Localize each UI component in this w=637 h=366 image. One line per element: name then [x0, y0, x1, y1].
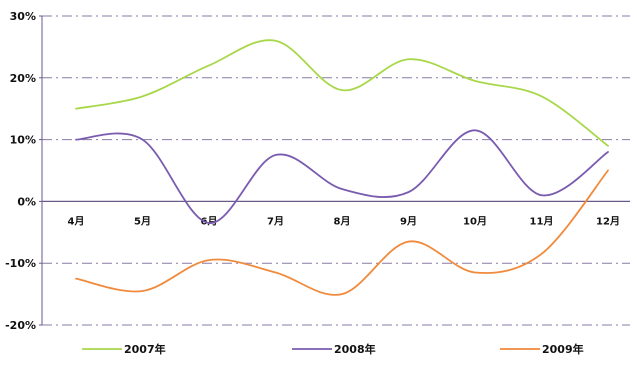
y-axis-tick-labels: 30% 20% 10% 0% -10% -20% — [5, 10, 36, 332]
y-tick-label: 10% — [10, 134, 36, 147]
series-line-2 — [75, 129, 609, 224]
y-tick-label: -20% — [5, 319, 36, 332]
x-tick-label: 8月 — [334, 215, 351, 227]
series-line-3 — [75, 169, 609, 296]
legend-item: 2007年 — [82, 342, 166, 356]
x-tick-label: 5月 — [134, 215, 151, 227]
x-tick-label: 11月 — [530, 215, 554, 227]
x-tick-label: 9月 — [400, 215, 417, 227]
legend: 2007年 2008年 2009年 — [82, 342, 584, 356]
x-tick-label: 6月 — [201, 215, 218, 227]
legend-label: 2008年 — [334, 342, 376, 356]
series-line-1 — [75, 39, 609, 147]
x-tick-label: 7月 — [267, 215, 284, 227]
legend-item: 2008年 — [292, 342, 376, 356]
grid-lines — [42, 15, 630, 326]
x-tick-label: 12月 — [596, 215, 620, 227]
legend-item: 2009年 — [500, 342, 584, 356]
y-tick-label: 0% — [17, 195, 36, 208]
legend-label: 2009年 — [542, 342, 584, 356]
y-tick-label: 30% — [10, 10, 36, 23]
x-tick-label: 10月 — [463, 215, 487, 227]
x-axis-tick-labels: 4月 5月 6月 7月 8月 9月 10月 11月 12月 — [68, 215, 620, 227]
y-tick-label: 20% — [10, 72, 36, 85]
axes — [39, 15, 630, 326]
y-tick-label: -10% — [5, 257, 36, 270]
x-tick-label: 4月 — [68, 215, 85, 227]
legend-label: 2007年 — [124, 342, 166, 356]
series-lines — [75, 39, 609, 296]
